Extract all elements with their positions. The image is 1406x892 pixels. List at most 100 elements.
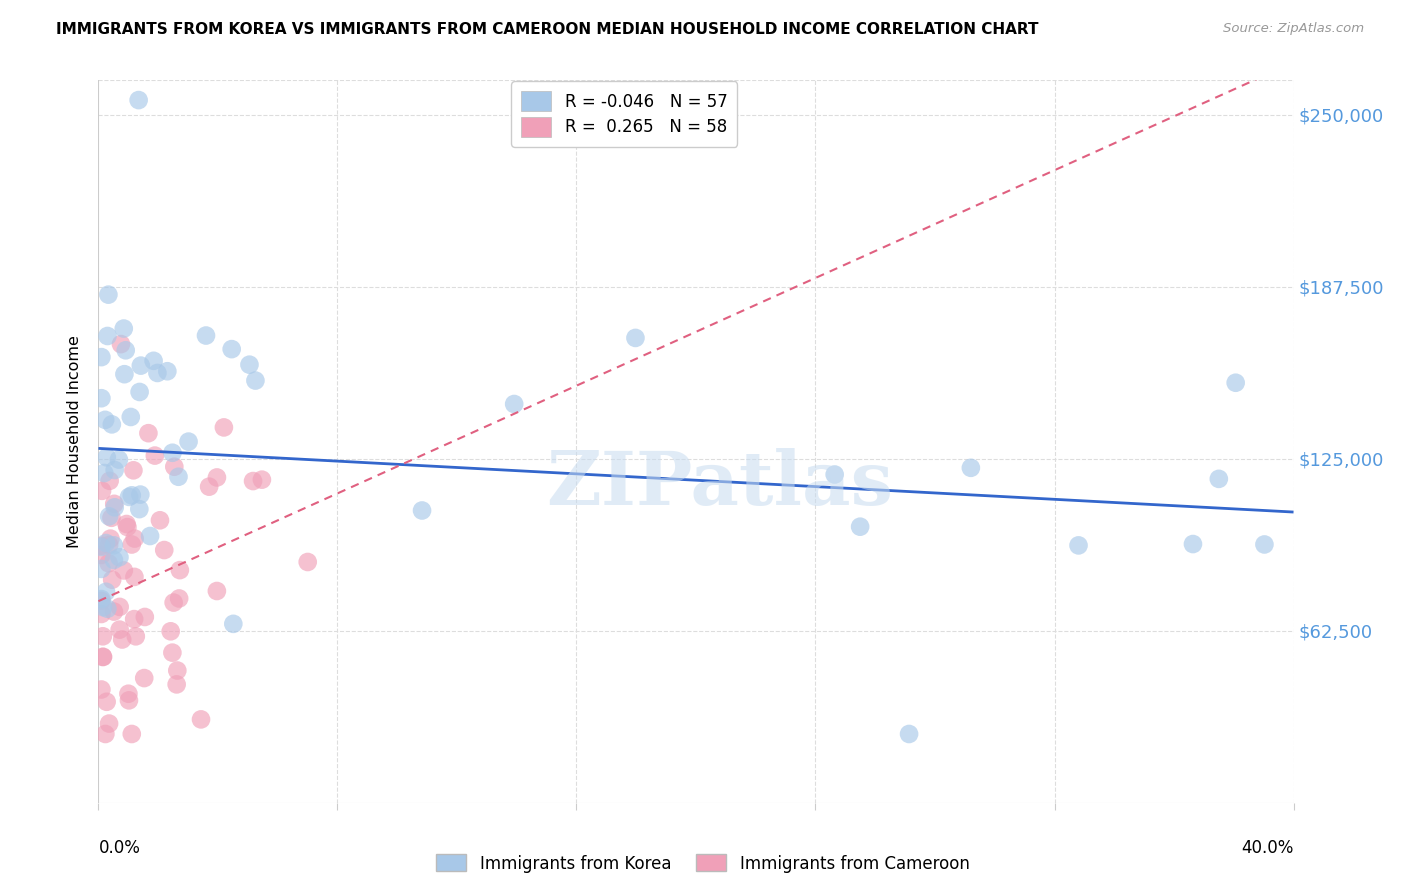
Point [90, 539, 112, 553]
Point [122, 612, 145, 626]
Point [129, 359, 152, 373]
Point [149, 513, 172, 527]
Point [98, 509, 121, 524]
Point [111, 632, 134, 647]
Point [94, 413, 117, 427]
Point [120, 409, 142, 424]
Point [108, 452, 131, 467]
Point [212, 420, 235, 434]
Point [238, 358, 260, 372]
Point [143, 449, 166, 463]
Point [163, 459, 186, 474]
Point [90, 607, 112, 621]
Point [162, 596, 184, 610]
Point [108, 550, 131, 565]
Point [222, 616, 245, 631]
Point [112, 321, 135, 335]
Point [90, 548, 112, 562]
Legend: Immigrants from Korea, Immigrants from Cameroon: Immigrants from Korea, Immigrants from C… [430, 847, 976, 880]
Point [100, 510, 122, 524]
Point [94, 727, 117, 741]
Point [114, 343, 136, 358]
Point [124, 570, 146, 584]
Point [169, 563, 191, 577]
Point [108, 599, 131, 614]
Point [117, 520, 139, 534]
Point [97, 287, 120, 301]
Point [108, 623, 131, 637]
Point [128, 502, 150, 516]
Point [195, 328, 218, 343]
Point [118, 490, 141, 504]
Point [1181, 537, 1204, 551]
Point [1253, 537, 1275, 551]
Point [91, 629, 114, 643]
Point [115, 516, 138, 531]
Point [166, 664, 188, 678]
Point [90, 562, 112, 576]
Point [90, 592, 112, 607]
Point [177, 434, 200, 449]
Point [96, 329, 118, 343]
Point [139, 529, 162, 543]
Point [250, 473, 273, 487]
Point [167, 591, 190, 606]
Text: Source: ZipAtlas.com: Source: ZipAtlas.com [1223, 22, 1364, 36]
Point [824, 467, 846, 482]
Point [101, 573, 124, 587]
Point [503, 397, 526, 411]
Point [100, 532, 122, 546]
Point [898, 727, 921, 741]
Point [117, 687, 139, 701]
Point [90, 350, 112, 364]
Point [162, 446, 184, 460]
Point [94, 584, 117, 599]
Point [101, 417, 124, 432]
Point [221, 342, 243, 356]
Point [960, 460, 983, 475]
Point [118, 693, 141, 707]
Point [198, 480, 221, 494]
Point [134, 671, 156, 685]
Point [97, 556, 120, 570]
Point [91, 483, 114, 498]
Point [103, 497, 125, 511]
Point [93, 466, 115, 480]
Point [128, 93, 150, 107]
Point [167, 469, 190, 483]
Point [205, 470, 228, 484]
Point [98, 538, 121, 552]
Point [90, 682, 112, 697]
Point [98, 474, 121, 488]
Point [153, 543, 176, 558]
Point [849, 519, 872, 533]
Point [125, 629, 148, 643]
Point [146, 366, 169, 380]
Point [142, 353, 165, 368]
Legend: R = -0.046   N = 57, R =  0.265   N = 58: R = -0.046 N = 57, R = 0.265 N = 58 [512, 81, 737, 146]
Point [90, 391, 112, 405]
Point [162, 646, 184, 660]
Text: IMMIGRANTS FROM KOREA VS IMMIGRANTS FROM CAMEROON MEDIAN HOUSEHOLD INCOME CORREL: IMMIGRANTS FROM KOREA VS IMMIGRANTS FROM… [56, 22, 1039, 37]
Point [624, 331, 647, 345]
Point [112, 564, 135, 578]
Point [205, 584, 228, 599]
Point [156, 364, 179, 378]
Point [90, 540, 112, 554]
Point [91, 600, 114, 615]
Point [128, 384, 150, 399]
Point [103, 553, 125, 567]
Point [245, 374, 267, 388]
Point [166, 677, 188, 691]
Point [121, 727, 143, 741]
Point [124, 532, 146, 546]
Point [411, 503, 433, 517]
Point [96, 695, 118, 709]
Point [94, 536, 117, 550]
Point [112, 368, 135, 382]
Y-axis label: Median Household Income: Median Household Income [67, 335, 83, 548]
Point [129, 487, 152, 501]
Point [90, 594, 112, 608]
Point [96, 601, 118, 615]
Point [297, 555, 319, 569]
